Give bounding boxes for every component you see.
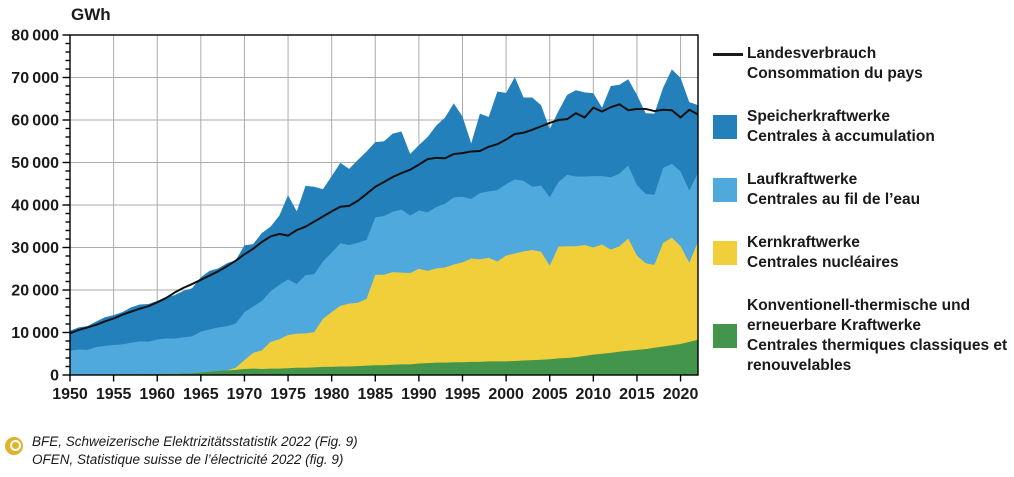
consumption-line-swatch [713,53,743,56]
y-axis-unit-label: GWh [71,5,111,24]
y-tick-label: 20 000 [11,283,59,300]
x-tick-label: 1955 [96,386,132,403]
thermal-renewable-color-swatch [713,324,737,348]
consumption-line [69,103,699,335]
x-tick-label: 2000 [488,386,524,403]
source-citation: BFE, Schweizerische Elektrizitätsstatist… [5,433,358,468]
chart-svg: 0 10 000 20 000 30 000 40 000 50 000 60 000 70 … [11,28,699,404]
x-tick-label: 1990 [401,386,437,403]
legend-label-de: Konventionell-thermische und erneuerbare… [747,297,971,334]
source-line-fr: OFEN, Statistique suisse de l’électricit… [32,451,344,467]
storage-color-swatch [713,115,737,139]
y-tick-label: 70 000 [11,70,59,87]
legend-item-consumption: Landesverbrauch Consommation du pays [713,44,1013,84]
y-tick-label: 80 000 [11,28,59,45]
x-tick-label: 1965 [183,386,219,403]
source-line-de: BFE, Schweizerische Elektrizitätsstatist… [32,434,358,449]
x-tick-label: 2015 [619,386,655,403]
x-tick-label: 1975 [270,386,306,403]
nuclear-color-swatch [713,241,737,265]
x-tick-label: 1980 [314,386,350,403]
area-1 [70,237,698,375]
legend-item-storage: Speicherkraftwerke Centrales à accumulat… [713,107,1013,147]
legend-item-run-of-river: Laufkraftwerke Centrales au fil de l’eau [713,170,1013,210]
x-tick-label: 1995 [445,386,481,403]
chart-area: 0 10 000 20 000 30 000 40 000 50 000 60 000 70 … [11,28,699,404]
y-tick-label: 10 000 [11,325,59,342]
legend-label-de: Laufkraftwerke [747,171,858,188]
legend-label-fr: Centrales au fil de l’eau [747,191,921,208]
legend-label-fr: Centrales nucléaires [747,254,899,271]
legend-label-de: Landesverbrauch [747,45,877,62]
y-tick-label: 40 000 [11,198,59,215]
legend-label-fr: Consommation du pays [747,65,923,82]
legend-label-de: Kernkraftwerke [747,234,860,251]
area-0 [70,339,698,375]
x-tick-label: 1960 [139,386,175,403]
legend-label-fr: Centrales thermiques classiques et renou… [747,337,1008,374]
legend-label-de: Speicherkraftwerke [747,108,891,125]
x-tick-label: 2005 [532,386,568,403]
legend-item-nuclear: Kernkraftwerke Centrales nucléaires [713,233,1013,273]
y-tick-label: 50 000 [11,155,59,172]
series-areas [70,69,698,376]
legend-item-thermal-renewable: Konventionell-thermische und erneuerbare… [713,296,1013,376]
axes [62,34,699,382]
legend-label-fr: Centrales à accumulation [747,128,935,145]
x-tick-label: 1970 [227,386,263,403]
x-tick-label: 1985 [357,386,393,403]
x-tick-label: 2010 [576,386,612,403]
x-tick-label: 1950 [52,386,88,403]
y-tick-label: 30 000 [11,240,59,257]
bfe-logo-icon [5,437,23,455]
y-tick-label: 60 000 [11,113,59,130]
run-of-river-color-swatch [713,178,737,202]
legend: Landesverbrauch Consommation du pays Spe… [713,44,1013,399]
x-tick-label: 2020 [663,386,699,403]
tick-labels: 0 10 000 20 000 30 000 40 000 50 000 60 000 70 … [11,28,698,404]
y-tick-label: 0 [50,368,59,385]
